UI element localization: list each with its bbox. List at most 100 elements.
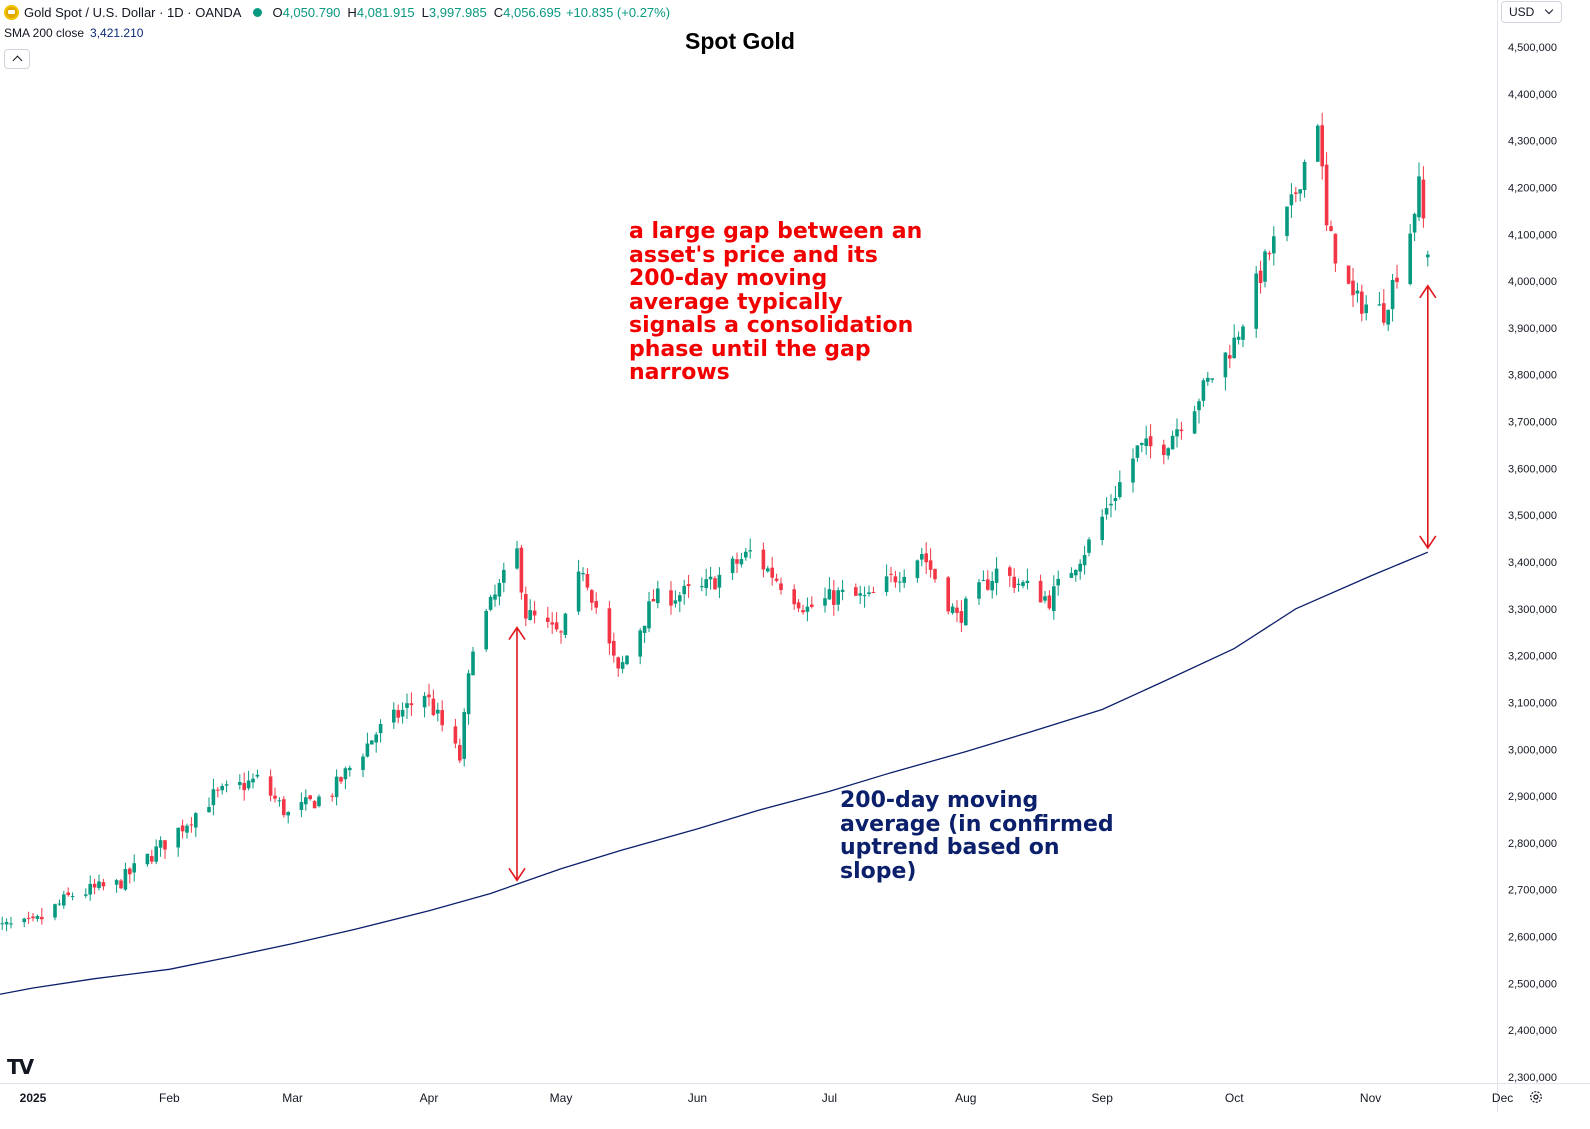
candle-body (1052, 586, 1056, 612)
x-tick-label: Oct (1225, 1091, 1244, 1105)
candle-body (1289, 194, 1294, 206)
candle-body (1210, 378, 1214, 380)
candle-body (884, 576, 889, 593)
candle-body (1355, 290, 1360, 294)
gap-arrow-head-bottom (1419, 535, 1437, 550)
candle-body (1267, 252, 1272, 255)
candle-body (625, 655, 629, 665)
candle-body (378, 724, 383, 734)
symbol-title[interactable]: Gold Spot / U.S. Dollar · 1D · OANDA (24, 4, 242, 20)
candle-body (700, 586, 704, 588)
tradingview-logo-icon[interactable]: TV (7, 1055, 34, 1079)
candle-body (66, 892, 70, 896)
candle-body (893, 576, 898, 583)
candle-body (220, 785, 224, 791)
candle-body (559, 631, 563, 633)
chevron-up-icon (12, 55, 22, 66)
candle-body (889, 573, 893, 575)
candle-body (374, 734, 378, 743)
ohlc-open-value: 4,050.790 (282, 4, 341, 20)
candle-body (132, 863, 136, 873)
candle-body (497, 583, 502, 597)
candle-body (422, 695, 427, 708)
candle-body (282, 799, 286, 816)
gap-arrow-head-bottom (508, 867, 526, 882)
y-tick-label: 2,300,000 (1508, 1072, 1557, 1084)
candle-body (246, 780, 251, 789)
candle-body (928, 560, 933, 570)
candle-body (515, 548, 519, 569)
candle-body (669, 590, 673, 606)
candle-body (902, 576, 906, 583)
x-tick-label: Jun (688, 1091, 707, 1105)
candle-body (453, 726, 458, 744)
candle-body (26, 917, 31, 919)
indicator-legend[interactable]: SMA 200 close 3,421.210 (4, 26, 143, 40)
y-tick-label: 3,300,000 (1508, 604, 1557, 616)
candle-body (158, 840, 163, 848)
candle-body (550, 622, 554, 625)
candle-body (97, 881, 101, 888)
candle-body (1104, 508, 1109, 515)
candle-body (84, 894, 88, 896)
candle-body (1298, 189, 1302, 194)
candle-body (392, 709, 396, 723)
candle-body (1258, 270, 1263, 283)
candle-body (898, 581, 902, 583)
candle-body (343, 768, 348, 780)
candle-body (1025, 580, 1030, 584)
candle-body (396, 710, 400, 718)
candle-body (977, 582, 981, 599)
candle-body (704, 579, 708, 589)
candle-body (524, 594, 528, 619)
candle-body (871, 591, 876, 593)
currency-selector[interactable]: USD (1501, 1, 1562, 23)
candle-body (484, 610, 488, 650)
gap-arrow-head-top (1419, 284, 1437, 299)
y-tick-label: 2,700,000 (1508, 885, 1557, 897)
candle-body (924, 553, 928, 563)
ohlc-high-key: H (347, 4, 357, 20)
candle-body (1206, 377, 1210, 382)
ohlc-change: +10.835 (+0.27%) (565, 4, 671, 20)
candle-body (1118, 482, 1122, 498)
candle-body (854, 587, 858, 596)
candle-body (57, 903, 62, 905)
candle-body (471, 651, 475, 676)
candle-body (612, 640, 616, 656)
candle-body (1056, 578, 1060, 586)
candle-body (1162, 444, 1166, 455)
candle-body (801, 610, 805, 613)
candle-body (616, 657, 620, 669)
candle-body (92, 883, 97, 888)
candle-body (238, 782, 242, 786)
ohlc-high-value: 4,081.915 (356, 4, 415, 20)
candle-body (1087, 539, 1091, 553)
candle-body (1421, 179, 1426, 219)
candle-body (194, 813, 198, 828)
candle-body (251, 778, 255, 783)
candle-body (1351, 280, 1355, 296)
ohlc-close-value: 4,056.695 (503, 4, 561, 20)
collapse-legend-button[interactable] (4, 49, 30, 69)
candle-body (1113, 497, 1118, 502)
gear-icon[interactable] (1529, 1090, 1543, 1104)
y-tick-label: 4,200,000 (1508, 182, 1557, 194)
x-tick-label: Nov (1360, 1091, 1381, 1105)
y-tick-label: 2,400,000 (1508, 1025, 1557, 1037)
candle-body (1078, 563, 1082, 572)
y-tick-label: 4,300,000 (1508, 136, 1557, 148)
candle-body (1382, 303, 1386, 323)
candle-body (792, 589, 796, 605)
candle-body (150, 856, 154, 862)
y-tick-label: 3,800,000 (1508, 370, 1557, 382)
candle-body (647, 601, 651, 629)
candle-body (185, 825, 189, 833)
candle-body (810, 604, 814, 607)
candle-body (0, 923, 4, 925)
candle-body (779, 583, 783, 591)
candle-body (180, 825, 185, 832)
candle-body (189, 824, 194, 826)
candle-body (673, 600, 678, 604)
